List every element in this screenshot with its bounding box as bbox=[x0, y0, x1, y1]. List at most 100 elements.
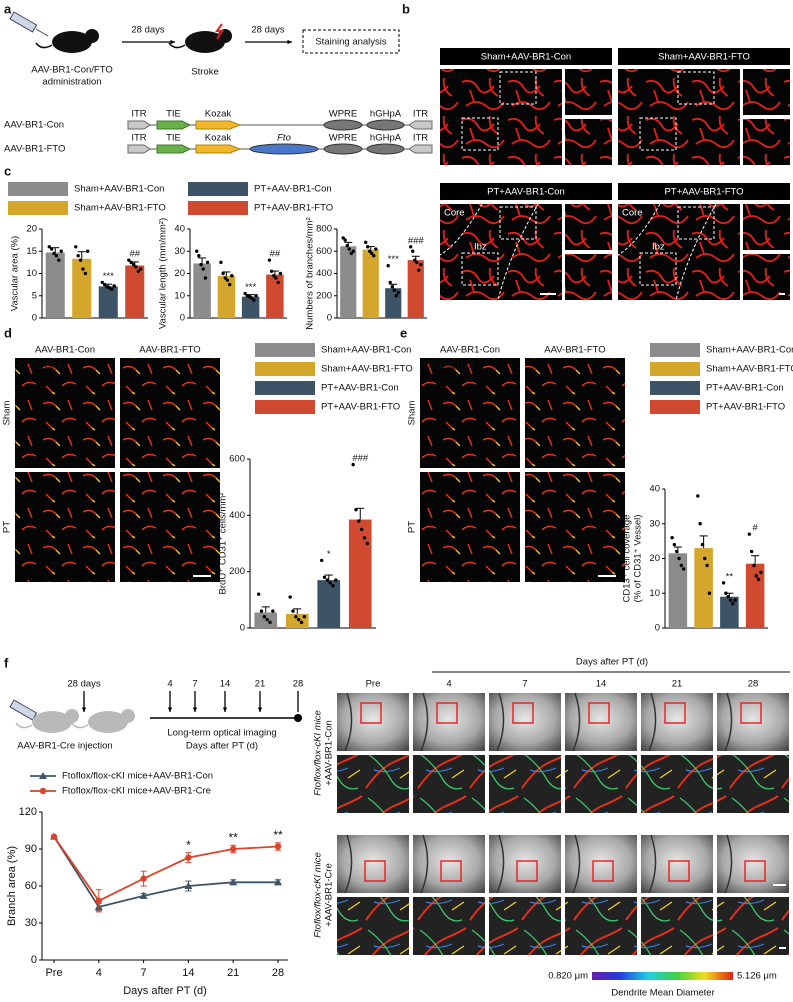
legend-swatch bbox=[650, 381, 700, 395]
significance-label: *** bbox=[388, 254, 399, 265]
y-tick-label: 200 bbox=[316, 290, 332, 301]
data-point bbox=[319, 558, 324, 563]
data-point bbox=[243, 291, 247, 296]
data-point bbox=[227, 282, 232, 287]
marker bbox=[50, 833, 58, 840]
y-tick-label: 600 bbox=[229, 454, 245, 465]
data-point bbox=[272, 274, 276, 278]
y-tick-label: 5 bbox=[32, 290, 37, 301]
data-point bbox=[345, 243, 349, 248]
arrow-head bbox=[167, 707, 173, 712]
micrograph bbox=[15, 358, 115, 468]
vessel bbox=[648, 692, 657, 752]
data-point bbox=[351, 462, 355, 467]
data-point bbox=[733, 598, 737, 602]
element-label: hGHpA bbox=[370, 109, 402, 120]
y-tick-label: 20 bbox=[174, 268, 185, 279]
data-point bbox=[759, 570, 763, 575]
y-axis-label: CD13⁺ cell coverage bbox=[622, 515, 633, 603]
data-point bbox=[276, 280, 280, 285]
data-point bbox=[250, 296, 254, 300]
y-tick-label: 20 bbox=[26, 224, 37, 235]
annotation: 28 days bbox=[131, 25, 165, 36]
x-tick-label: 21 bbox=[227, 967, 239, 979]
y-tick-label: 40 bbox=[649, 484, 660, 495]
stain-label: /BrdU bbox=[42, 361, 66, 372]
micrograph bbox=[120, 358, 220, 468]
data-point bbox=[394, 294, 398, 298]
colorbar-label: 5.126 μm bbox=[737, 971, 777, 982]
x-tick-label: 28 bbox=[272, 967, 284, 979]
timeline-label: 21 bbox=[255, 679, 266, 690]
timeline-label: 28 bbox=[293, 679, 304, 690]
data-point bbox=[698, 522, 702, 526]
itr-element bbox=[408, 120, 433, 130]
bar bbox=[45, 252, 65, 318]
data-point bbox=[230, 274, 234, 278]
data-point bbox=[721, 581, 726, 585]
data-point bbox=[374, 247, 378, 251]
stain-label: /CD13 bbox=[447, 361, 474, 372]
data-point bbox=[411, 249, 415, 253]
micrograph bbox=[413, 755, 485, 813]
data-point bbox=[368, 249, 372, 253]
data-point bbox=[83, 271, 88, 276]
data-point bbox=[134, 265, 138, 269]
legend-label: Sham+AAV-BR1-Con bbox=[74, 184, 164, 195]
y-tick-label: 30 bbox=[25, 917, 37, 929]
data-point bbox=[754, 574, 758, 578]
region-label: Core bbox=[622, 208, 643, 219]
micrograph bbox=[440, 69, 562, 165]
row-label: PT bbox=[407, 521, 418, 533]
micrograph bbox=[489, 897, 561, 955]
micrograph bbox=[337, 755, 409, 813]
significance-label: * bbox=[186, 838, 191, 852]
marker bbox=[140, 875, 147, 882]
data-point bbox=[752, 563, 756, 568]
timeline-label: 7 bbox=[192, 679, 197, 690]
data-point bbox=[351, 249, 356, 253]
data-point bbox=[354, 508, 358, 512]
row-label: Ftoflox/flox-cKI mice bbox=[313, 852, 324, 938]
roi-box bbox=[639, 117, 677, 151]
marker bbox=[274, 843, 282, 850]
y-tick-label: 0 bbox=[180, 313, 185, 324]
data-point bbox=[54, 254, 59, 258]
y-tick-label: 30 bbox=[174, 246, 185, 257]
data-point bbox=[670, 535, 674, 540]
column-label: AAV-BR1-FTO bbox=[139, 345, 200, 356]
row-label: PT bbox=[2, 521, 13, 533]
roi-box bbox=[461, 117, 499, 151]
element-label: ITR bbox=[131, 133, 146, 144]
mouse-icon bbox=[71, 722, 89, 729]
legend-label: Sham+AAV-BR1-FTO bbox=[321, 364, 413, 375]
roi-box bbox=[677, 71, 715, 105]
construct-element bbox=[323, 119, 363, 131]
data-point bbox=[127, 258, 131, 262]
data-point bbox=[341, 236, 345, 240]
data-point bbox=[219, 260, 223, 265]
y-tick-label: 10 bbox=[649, 588, 660, 599]
roi-box bbox=[664, 702, 686, 724]
legend-swatch bbox=[650, 400, 700, 414]
data-point bbox=[413, 258, 417, 262]
element-label: WPRE bbox=[329, 133, 358, 144]
vessel bbox=[496, 692, 505, 752]
arrow-head bbox=[81, 707, 87, 712]
row-label: Sham bbox=[407, 401, 418, 426]
micrograph bbox=[565, 254, 612, 300]
data-point bbox=[679, 563, 684, 568]
data-point bbox=[700, 542, 705, 547]
region-label: Core bbox=[444, 208, 465, 219]
significance-label: ### bbox=[408, 235, 425, 246]
micrograph bbox=[618, 204, 740, 300]
data-point bbox=[203, 276, 208, 280]
y-tick-label: 0 bbox=[31, 954, 37, 966]
bar bbox=[125, 265, 145, 318]
element-label: TIE bbox=[166, 133, 181, 144]
y-tick-label: 20 bbox=[649, 553, 660, 564]
data-point bbox=[223, 276, 227, 280]
data-point bbox=[726, 595, 730, 599]
lesion-border bbox=[675, 203, 717, 301]
